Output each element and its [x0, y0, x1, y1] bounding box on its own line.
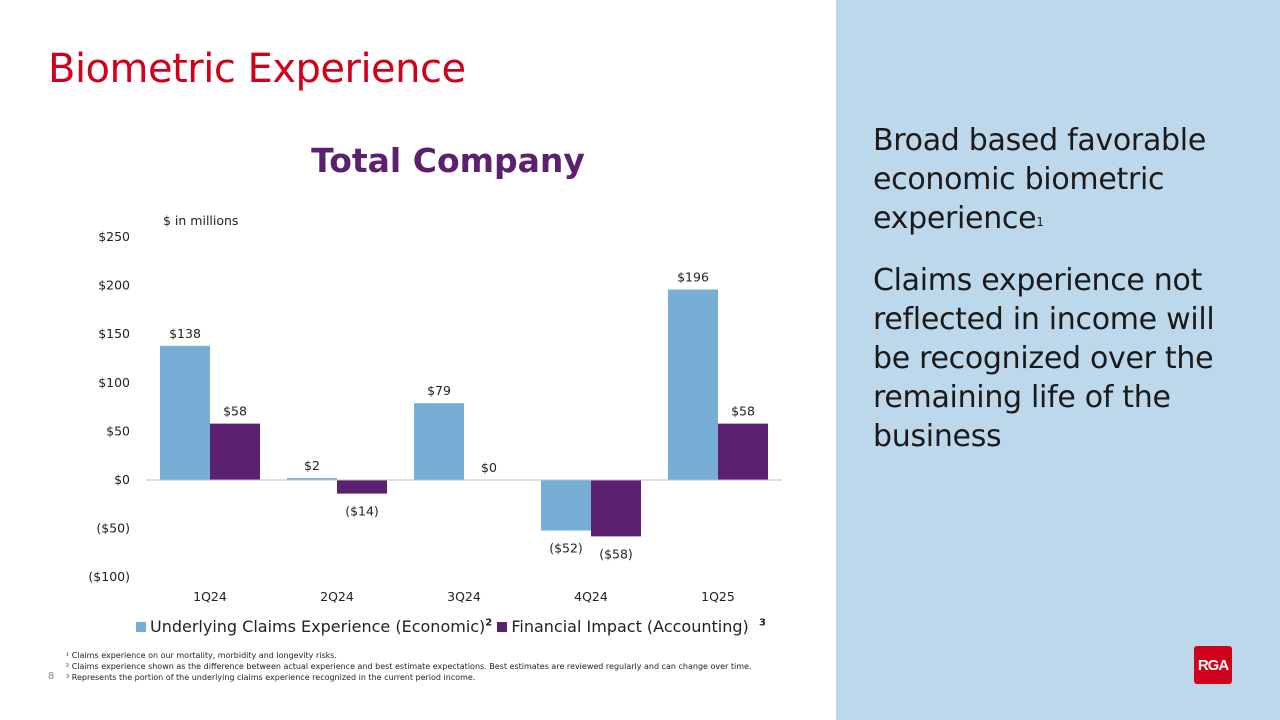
key-point-2: Claims experience not reflected in incom… [873, 263, 1215, 454]
legend-swatch [497, 622, 508, 632]
bar-economic [287, 478, 337, 480]
legend-sup: 3 [758, 617, 766, 629]
bar-accounting [718, 423, 768, 480]
bar-economic [160, 345, 210, 480]
x-tick-label: 3Q24 [447, 589, 481, 604]
page-number: 8 [48, 671, 55, 682]
data-label: $58 [731, 404, 755, 419]
key-point-text: Broad based favorable economic biometric… [873, 123, 1206, 236]
bar-accounting [591, 480, 641, 537]
y-tick-label: ($100) [88, 569, 130, 584]
bar-economic [668, 289, 718, 480]
y-tick-label: $50 [106, 423, 130, 438]
chart-title: Total Company [311, 141, 585, 180]
legend-sup: 2 [485, 617, 493, 629]
page-title: Biometric Experience [48, 46, 466, 92]
data-label: $196 [677, 269, 709, 284]
legend-label: Underlying Claims Experience (Economic) [150, 617, 486, 636]
y-tick-label: ($50) [96, 521, 130, 536]
data-label: $58 [223, 404, 247, 419]
bar-accounting [210, 423, 260, 480]
y-tick-label: $150 [98, 326, 130, 341]
bar-chart: Total Company $ in millions $250 $200 $150… [88, 141, 782, 604]
data-label: $2 [304, 458, 320, 473]
footnote-ref: 1 [1036, 215, 1044, 229]
legend-item-economic: Underlying Claims Experience (Economic)2 [136, 617, 492, 636]
side-panel: Broad based favorable economic biometric… [836, 0, 1280, 720]
x-tick-label: 1Q25 [701, 589, 735, 604]
data-label: $0 [481, 460, 497, 475]
unit-note: $ in millions [163, 213, 238, 228]
data-label: $138 [169, 326, 201, 341]
chart-legend: Underlying Claims Experience (Economic)2… [136, 617, 766, 636]
y-tick-label: $0 [114, 472, 130, 487]
footnotes: ¹ Claims experience on our mortality, mo… [66, 650, 826, 683]
legend-item-accounting: Financial Impact (Accounting) 3 [497, 617, 766, 636]
data-label: $79 [427, 383, 451, 398]
footnote: ³ Represents the portion of the underlyi… [66, 673, 476, 682]
bar-accounting [337, 480, 387, 494]
legend-label: Financial Impact (Accounting) [511, 617, 749, 636]
legend-swatch [136, 622, 146, 632]
y-tick-label: $100 [98, 375, 130, 390]
bar-economic [541, 480, 591, 531]
data-label: ($52) [549, 541, 583, 556]
y-tick-label: $250 [98, 229, 130, 244]
bar-economic [414, 403, 464, 480]
rga-logo: RGA [1194, 646, 1232, 684]
x-tick-label: 1Q24 [193, 589, 227, 604]
key-point-1: Broad based favorable economic biometric… [873, 121, 1253, 238]
footnote: ² Claims experience shown as the differe… [66, 662, 752, 671]
x-tick-label: 4Q24 [574, 589, 608, 604]
footnote: ¹ Claims experience on our mortality, mo… [66, 651, 337, 660]
y-tick-label: $200 [98, 278, 130, 293]
x-tick-label: 2Q24 [320, 589, 354, 604]
data-label: ($58) [599, 546, 633, 561]
data-label: ($14) [345, 504, 379, 519]
